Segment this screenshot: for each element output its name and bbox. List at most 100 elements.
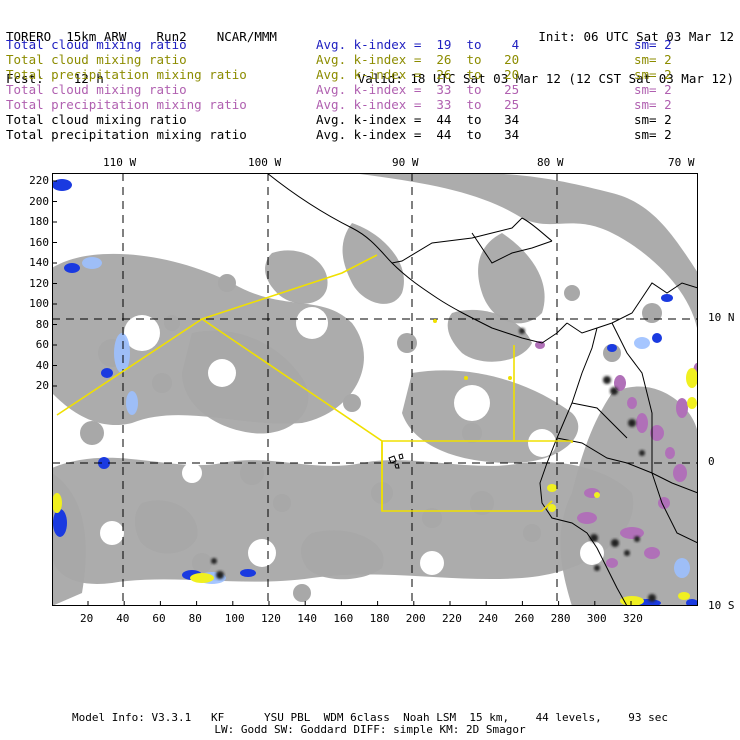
cloud-region: [352, 173, 698, 333]
longitude-label: 100 W: [248, 156, 282, 169]
legend-smoothing: sm= 2: [634, 52, 672, 67]
x-tick-label: 180: [369, 612, 390, 625]
legend-variable-name: Total cloud mixing ratio: [6, 82, 187, 97]
x-tick-label: 260: [514, 612, 535, 625]
blue-cloud-patch: [652, 333, 662, 343]
yellow-mixing-patch: [547, 484, 557, 492]
light-blue-cloud-patch: [126, 391, 138, 415]
coastline: [566, 282, 698, 334]
model-physics-line: LW: Godd SW: Goddard DIFF: simple KM: 2D…: [214, 723, 526, 736]
x-tick-label: 140: [297, 612, 318, 625]
cloud-speckle: [192, 553, 212, 573]
longitude-label: 70 W: [668, 156, 695, 169]
y-tick-label: 160: [29, 235, 49, 249]
coastline: [398, 453, 404, 460]
blue-cloud-patch: [607, 344, 617, 352]
y-tick-label: 120: [29, 276, 49, 290]
axis-ticks: [52, 180, 632, 606]
purple-mixing-patch: [676, 398, 688, 418]
purple-mixing-patch: [665, 447, 675, 459]
valid-time: Init: 06 UTC Sat 03 Mar 12 Valid: 18 UTC…: [358, 2, 734, 100]
header-init-line: Init: 06 UTC Sat 03 Mar 12: [538, 29, 734, 44]
cloud-speckle: [462, 423, 482, 443]
cloud-region: [300, 530, 384, 580]
legend-smoothing: sm= 2: [634, 112, 672, 127]
cloud-speckle: [218, 274, 236, 292]
x-tick-label: 220: [442, 612, 462, 625]
cloud-region: [478, 233, 545, 324]
cloud-speckle: [343, 394, 361, 412]
legend-variable-name: Total precipitation mixing ratio: [6, 97, 247, 112]
clear-sky-gap: [208, 359, 236, 387]
light-blue-cloud-patch: [634, 337, 650, 349]
x-tick-label: 40: [116, 612, 130, 625]
heavy-precip-core: [610, 387, 618, 395]
legend-smoothing: sm= 2: [634, 127, 672, 142]
yellow-mixing-patch: [678, 592, 690, 600]
yellow-mixing-patch: [594, 492, 600, 498]
blue-cloud-patch: [53, 509, 67, 537]
model-title: TORERO 15km ARW Run2 NCAR/MMM Fcst: 12 h: [6, 2, 277, 100]
coastline: [521, 217, 553, 242]
latitude-label: 10 S: [708, 599, 735, 612]
cloud-region: [447, 309, 532, 362]
clear-sky-gap: [454, 385, 490, 421]
blue-cloud-patch: [98, 457, 110, 469]
plot-border: [52, 173, 698, 606]
legend-k-index-range: Avg. k-index = 44 to 34: [316, 112, 520, 127]
light-blue-cloud-patch: [674, 558, 690, 578]
blue-cloud-patch: [661, 294, 673, 302]
heavy-precip-core: [628, 419, 636, 427]
cloud-speckle: [523, 524, 541, 542]
flight-waypoint: [508, 376, 512, 380]
purple-mixing-patch: [614, 375, 626, 391]
coastline: [391, 262, 568, 344]
y-tick-label: 140: [29, 256, 49, 269]
legend-variable-name: Total cloud mixing ratio: [6, 37, 187, 52]
cloud-speckle: [470, 491, 494, 515]
y-tick-label: 40: [35, 358, 49, 372]
coastline: [394, 463, 400, 469]
cloud-speckle: [642, 303, 662, 323]
flight-track: [56, 254, 378, 416]
cloud-speckle: [240, 461, 264, 485]
heavy-precip-core: [590, 534, 598, 542]
cloud-speckle: [164, 315, 180, 331]
longitude-label: 90 W: [392, 156, 419, 169]
purple-mixing-patch: [636, 413, 648, 433]
latitude-label: 10 N: [708, 311, 735, 324]
model-info-line: Model Info: V3.3.1 KF YSU PBL WDM 6class…: [71, 711, 669, 724]
cloud-speckle: [397, 333, 417, 353]
blue-cloud-patch: [686, 599, 698, 606]
blue-cloud-patch: [52, 179, 72, 191]
clear-sky-gap: [296, 307, 328, 339]
heavy-precip-core: [211, 558, 217, 564]
purple-mixing-patch: [627, 397, 637, 409]
header-valid-line: Valid: 18 UTC Sat 03 Mar 12 (12 CST Sat …: [357, 71, 734, 86]
coastline: [388, 455, 397, 464]
x-tick-label: 20: [80, 612, 94, 625]
heavy-precip-core: [594, 565, 600, 571]
yellow-mixing-patch: [686, 368, 698, 388]
yellow-mixing-patch: [687, 397, 697, 409]
legend-variable-name: Total cloud mixing ratio: [6, 52, 187, 67]
legend-variable-name: Total precipitation mixing ratio: [6, 67, 247, 82]
x-tick-label: 240: [478, 612, 499, 625]
flight-track-layer: [56, 254, 573, 512]
yellow-mixing-patch: [190, 573, 214, 583]
yellow-mixing-patch: [548, 504, 556, 512]
clear-sky-gap: [528, 429, 556, 457]
cloud-region: [182, 330, 309, 434]
x-tick-label: 320: [623, 612, 643, 625]
legend-k-index-range: Avg. k-index = 26 to 20: [316, 67, 520, 82]
x-tick-label: 120: [261, 612, 281, 625]
blue-cloud-patch: [240, 569, 256, 577]
flight-waypoint: [464, 376, 468, 380]
clear-sky-gap: [580, 541, 604, 565]
y-tick-label: 20: [35, 379, 49, 392]
legend-k-index-range: Avg. k-index = 33 to 25: [316, 97, 520, 112]
blue-cloud-patch: [101, 368, 113, 378]
heavy-precip-core: [611, 539, 619, 547]
heavy-precip-core: [603, 376, 611, 384]
flight-track: [382, 440, 573, 443]
